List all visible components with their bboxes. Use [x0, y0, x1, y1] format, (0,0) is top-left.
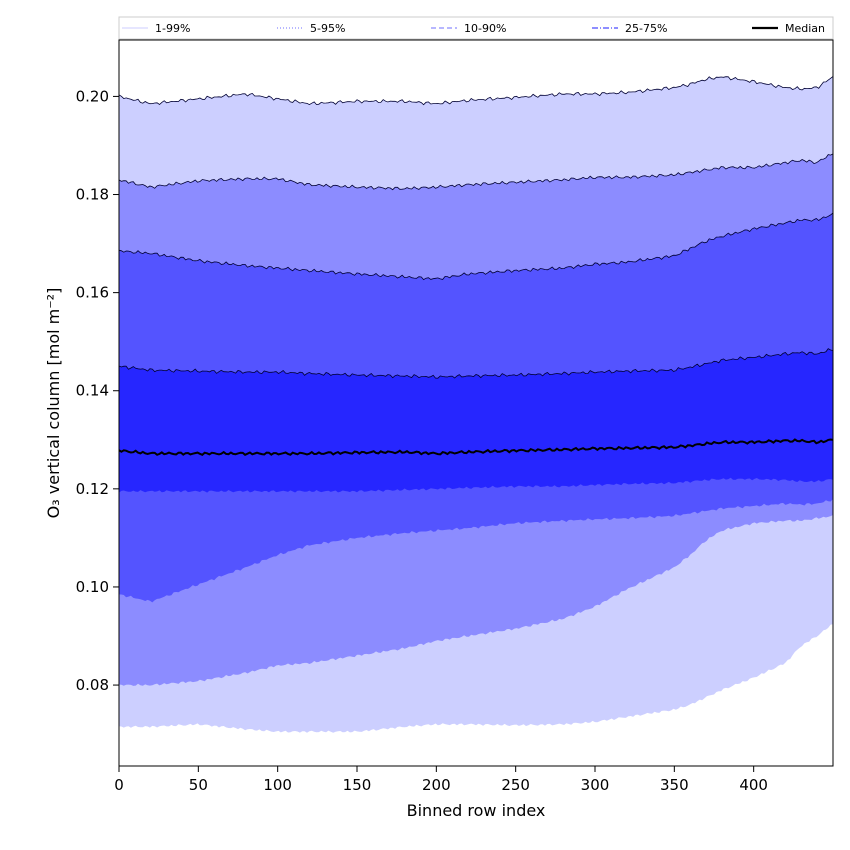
y-tick-label: 0.18 [76, 186, 109, 204]
x-tick-label: 200 [422, 776, 451, 794]
x-tick-label: 50 [189, 776, 208, 794]
legend-label: 25-75% [625, 22, 667, 35]
y-tick-label: 0.16 [76, 284, 109, 302]
legend-label: Median [785, 22, 825, 35]
median-line [119, 438, 833, 456]
x-tick-label: 0 [114, 776, 124, 794]
legend: 1-99% 5-95% 10-90% 25-75% Median [118, 16, 834, 40]
y-tick-label: 0.12 [76, 480, 109, 498]
y-axis: 0.08 0.10 0.12 0.14 0.16 0.18 0.20 [76, 87, 119, 694]
x-tick-label: 300 [581, 776, 610, 794]
x-tick-label: 350 [660, 776, 689, 794]
legend-label: 5-95% [310, 22, 345, 35]
band-25-75pct [119, 348, 833, 493]
bands-layer [119, 76, 833, 733]
x-axis: 0 50 100 150 200 250 300 350 400 [114, 766, 768, 794]
plot-frame [118, 39, 834, 767]
legend-label: 10-90% [464, 22, 506, 35]
x-tick-label: 250 [501, 776, 530, 794]
y-axis-label: O₃ vertical column [mol m⁻²] [44, 288, 63, 519]
y-tick-label: 0.14 [76, 382, 109, 400]
legend-label: 1-99% [155, 22, 190, 35]
band-upper-line-1-99pct [119, 76, 833, 106]
median-layer [119, 438, 833, 456]
x-tick-label: 400 [739, 776, 768, 794]
x-tick-label: 100 [263, 776, 292, 794]
band-upper-line-5-95pct [119, 153, 833, 191]
legend-frame [118, 16, 834, 40]
y-tick-label: 0.20 [76, 87, 109, 105]
y-tick-label: 0.08 [76, 676, 109, 694]
band-upper-line-10-90pct [119, 212, 833, 281]
band-upper-line-25-75pct [119, 348, 833, 379]
y-tick-label: 0.10 [76, 578, 109, 596]
x-axis-label: Binned row index [407, 801, 546, 820]
x-tick-label: 150 [343, 776, 372, 794]
